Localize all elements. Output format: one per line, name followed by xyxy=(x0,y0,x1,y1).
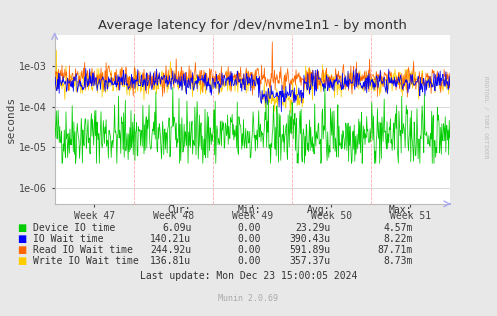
Text: Write IO Wait time: Write IO Wait time xyxy=(33,256,139,266)
Text: Cur:: Cur: xyxy=(168,205,191,215)
Title: Average latency for /dev/nvme1n1 - by month: Average latency for /dev/nvme1n1 - by mo… xyxy=(98,19,407,32)
Text: Avg:: Avg: xyxy=(307,205,331,215)
Text: 0.00: 0.00 xyxy=(238,234,261,244)
Text: ■: ■ xyxy=(17,234,27,244)
Text: 8.22m: 8.22m xyxy=(383,234,413,244)
Text: 591.89u: 591.89u xyxy=(289,245,331,255)
Text: 390.43u: 390.43u xyxy=(289,234,331,244)
Y-axis label: seconds: seconds xyxy=(6,96,16,143)
Text: 6.09u: 6.09u xyxy=(162,223,191,233)
Text: 136.81u: 136.81u xyxy=(150,256,191,266)
Text: Last update: Mon Dec 23 15:00:05 2024: Last update: Mon Dec 23 15:00:05 2024 xyxy=(140,270,357,281)
Text: 140.21u: 140.21u xyxy=(150,234,191,244)
Text: ■: ■ xyxy=(17,223,27,233)
Text: Read IO Wait time: Read IO Wait time xyxy=(33,245,133,255)
Text: 4.57m: 4.57m xyxy=(383,223,413,233)
Text: 0.00: 0.00 xyxy=(238,245,261,255)
Text: 87.71m: 87.71m xyxy=(377,245,413,255)
Text: 0.00: 0.00 xyxy=(238,256,261,266)
Text: Min:: Min: xyxy=(238,205,261,215)
Text: ■: ■ xyxy=(17,256,27,266)
Text: Device IO time: Device IO time xyxy=(33,223,115,233)
Text: 8.73m: 8.73m xyxy=(383,256,413,266)
Text: IO Wait time: IO Wait time xyxy=(33,234,104,244)
Text: 357.37u: 357.37u xyxy=(289,256,331,266)
Text: 23.29u: 23.29u xyxy=(295,223,331,233)
Text: ■: ■ xyxy=(17,245,27,255)
Text: Munin 2.0.69: Munin 2.0.69 xyxy=(219,294,278,303)
Text: RRDTOOL / TOBI OETIKER: RRDTOOL / TOBI OETIKER xyxy=(484,76,489,158)
Text: Max:: Max: xyxy=(389,205,413,215)
Text: 0.00: 0.00 xyxy=(238,223,261,233)
Text: 244.92u: 244.92u xyxy=(150,245,191,255)
